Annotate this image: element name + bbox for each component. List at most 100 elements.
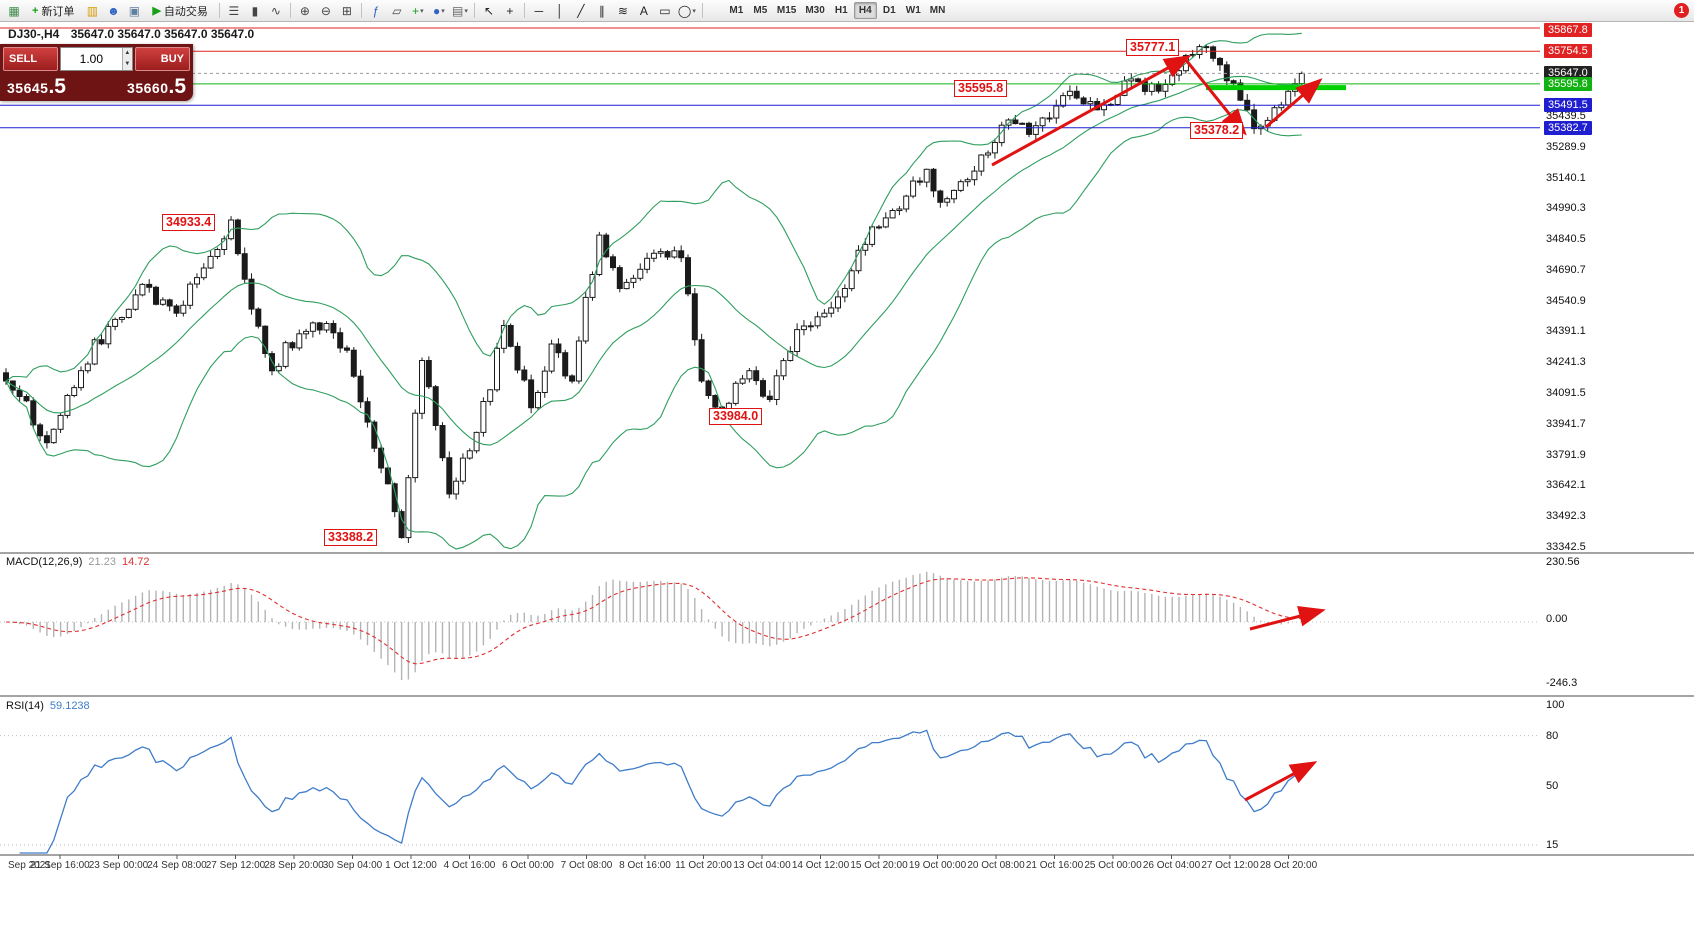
time-axis-label: 27 Oct 12:00 — [1201, 860, 1259, 871]
price-annotation-35777.1[interactable]: 35777.1 — [1126, 39, 1180, 56]
channel-icon[interactable]: ∥ — [598, 3, 605, 18]
new-chart-icon[interactable]: ▦ — [8, 3, 20, 18]
market-watch-icon[interactable]: ▥ — [86, 3, 99, 18]
trend-arrow[interactable] — [1244, 761, 1318, 802]
vertical-line-icon[interactable]: │ — [556, 3, 564, 18]
zoom-out-icon[interactable]: ⊖ — [320, 3, 331, 18]
price-tag-35647.0: 35647.0 — [1544, 66, 1592, 81]
candles — [3, 44, 1305, 543]
time-axis-label: 28 Oct 20:00 — [1259, 860, 1318, 871]
chart-plot-area[interactable] — [0, 22, 1540, 552]
timeframe-bar: M1 M5 M15 M30 H1 H4 D1 W1 MN — [725, 2, 949, 19]
text-label-icon[interactable]: ▭ — [659, 3, 671, 18]
new-order-button[interactable]: + 新订单 — [25, 2, 81, 20]
price-scale-label: 33492.3 — [1546, 510, 1586, 523]
price-annotation-35378.2[interactable]: 35378.2 — [1190, 122, 1244, 139]
bar-chart-mode-icon[interactable]: ☰ — [228, 3, 240, 18]
time-axis-label: 30 Sep 04:00 — [322, 860, 383, 871]
price-level-lines[interactable] — [0, 27, 1540, 129]
time-axis-label: 23 Sep 00:00 — [88, 860, 149, 871]
candlestick-mode-icon[interactable]: ▮ — [251, 3, 259, 18]
auto-trading-button[interactable]: ▶ 自动交易 — [145, 2, 214, 20]
timeframe-mn[interactable]: MN — [929, 5, 946, 16]
shapes-icon[interactable]: ◯ ▾ — [677, 3, 696, 18]
horizontal-line-icon[interactable]: ─ — [534, 3, 544, 18]
templates-icon[interactable]: ▤ ▾ — [451, 3, 468, 18]
add-indicator-icon[interactable]: + ▾ — [412, 3, 424, 18]
price-scale-label: 34091.5 — [1546, 387, 1586, 400]
volume-down-icon[interactable]: ▼ — [122, 59, 132, 70]
text-icon[interactable]: A — [639, 3, 648, 18]
macd-axis-max: 230.56 — [1546, 556, 1580, 568]
bollinger-upper — [5, 32, 1302, 382]
trend-arrow[interactable] — [1249, 606, 1326, 631]
trend-arrow[interactable] — [1265, 78, 1323, 129]
timeframe-m30[interactable]: M30 — [805, 5, 825, 16]
toolbar-separator — [360, 3, 362, 18]
price-scale-label: 34690.7 — [1546, 263, 1586, 276]
periods-icon[interactable]: ● ▾ — [433, 3, 445, 18]
bollinger-lower — [5, 109, 1302, 550]
rsi-value: 59.1238 — [49, 700, 90, 712]
time-axis-label: 4 Oct 16:00 — [443, 860, 496, 871]
time-axis-label: 6 Oct 00:00 — [502, 860, 554, 871]
indicators-icon[interactable]: ƒ — [372, 3, 380, 18]
timeframe-h1[interactable]: H1 — [834, 5, 848, 16]
time-axis-label: 19 Oct 00:00 — [908, 860, 967, 871]
time-axis-label: 11 Oct 20:00 — [675, 860, 732, 871]
price-scale-label: 33642.1 — [1546, 479, 1586, 492]
macd-histogram — [12, 571, 1303, 680]
timeframe-m1[interactable]: M1 — [729, 5, 744, 16]
price-scale-label: 34540.9 — [1546, 294, 1586, 307]
toolbar-separator — [218, 3, 220, 18]
buy-button[interactable]: BUY — [135, 47, 190, 71]
new-order-label: 新订单 — [41, 5, 75, 18]
trend-arrow[interactable] — [1184, 59, 1247, 136]
shapes-dropdown-icon: ▾ — [692, 7, 696, 15]
time-axis-label: 21 Oct 16:00 — [1025, 860, 1084, 871]
chart-symbol: DJ30-,H4 — [8, 27, 60, 41]
volume-up-icon[interactable]: ▲ — [122, 48, 132, 59]
timeframe-w1[interactable]: W1 — [905, 5, 921, 16]
trendline-icon[interactable]: ╱ — [577, 3, 585, 18]
objects-list-icon[interactable]: ▱ — [392, 3, 402, 18]
rsi-axis-label: 80 — [1546, 729, 1559, 742]
zoom-in-icon[interactable]: ⊕ — [299, 3, 310, 18]
cursor-icon[interactable]: ↖ — [483, 3, 494, 18]
price-scale-label: 35289.9 — [1546, 140, 1586, 153]
price-tag-35867.8: 35867.8 — [1544, 23, 1592, 37]
timeframe-h4[interactable]: H4 — [853, 2, 877, 19]
sell-button[interactable]: SELL — [3, 47, 58, 71]
notification-badge[interactable]: 1 — [1674, 3, 1689, 18]
fibonacci-icon[interactable]: ≋ — [617, 3, 628, 18]
price-tag-35595.8: 35595.8 — [1544, 76, 1592, 91]
macd-axis-zero: 0.00 — [1546, 613, 1568, 625]
timeframe-m5[interactable]: M5 — [753, 5, 768, 16]
navigator-icon[interactable]: ☻ — [107, 3, 120, 18]
rsi-axis-label: 100 — [1546, 699, 1565, 711]
sell-price: 35645.5 — [7, 75, 66, 98]
price-scale-label: 34840.5 — [1546, 233, 1586, 246]
price-scale-label: 33941.7 — [1546, 417, 1586, 430]
rsi-axis-label: 15 — [1546, 838, 1559, 851]
auto-trading-icon: ▶ — [152, 5, 161, 17]
timeframe-m15[interactable]: M15 — [776, 5, 797, 16]
crosshair-icon[interactable]: + — [506, 3, 514, 18]
price-annotation-35595.8[interactable]: 35595.8 — [954, 80, 1008, 97]
time-axis-label: 24 Sep 08:00 — [147, 860, 207, 871]
trend-arrows[interactable] — [991, 55, 1326, 802]
macd-label: MACD(12,26,9) 21.23 14.72 — [6, 556, 150, 568]
trend-arrow[interactable] — [991, 55, 1192, 167]
price-annotation-34933.4[interactable]: 34933.4 — [162, 214, 216, 231]
time-axis-label: 25 Oct 00:00 — [1084, 860, 1142, 871]
tile-windows-icon[interactable]: ⊞ — [341, 3, 352, 18]
line-chart-mode-icon[interactable]: ∿ — [270, 3, 281, 18]
terminal-icon[interactable]: ▣ — [128, 3, 141, 18]
timeframe-d1[interactable]: D1 — [882, 5, 896, 16]
price-tag-35382.7: 35382.7 — [1544, 120, 1592, 135]
time-axis-label: Sep 2021 — [8, 860, 51, 871]
price-annotation-33984.0[interactable]: 33984.0 — [709, 408, 763, 425]
volume-input[interactable] — [61, 48, 122, 70]
price-annotation-33388.2[interactable]: 33388.2 — [324, 529, 378, 546]
